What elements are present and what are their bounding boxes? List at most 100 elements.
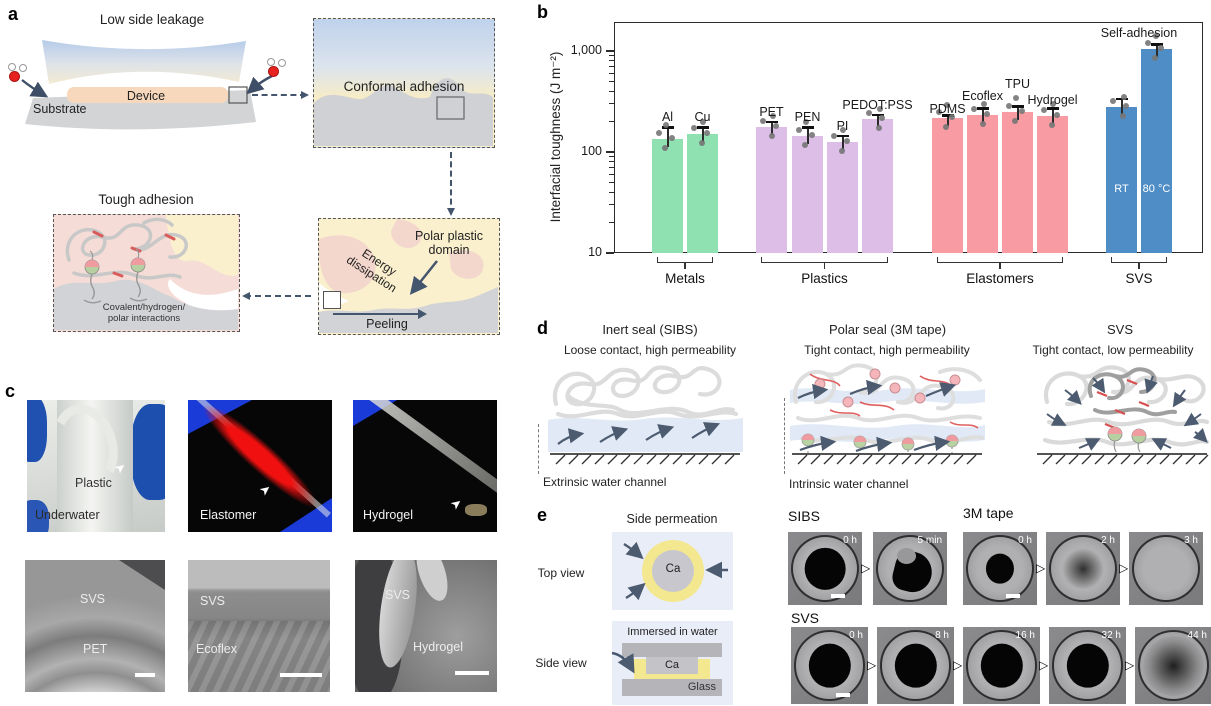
peeling-label: Peeling <box>366 317 408 331</box>
tough-adhesion-box: Covalent/hydrogen/ polar interactions <box>53 214 240 332</box>
sem-svs-ecoflex: SVS Ecoflex <box>188 560 330 692</box>
zoom-region-box <box>228 86 248 104</box>
photo-plastic-underwater: Plastic ➤ Underwater <box>27 400 165 532</box>
ca-spot <box>808 643 851 688</box>
glove-shape <box>27 400 47 462</box>
side-view-diagram: Immersed in water Ca Glass <box>611 621 733 705</box>
ca-frame: 0 h <box>791 627 868 704</box>
scale-bar <box>1005 594 1020 598</box>
time-label: 0 h <box>1018 535 1032 546</box>
sem-layer-label: SVS <box>80 592 106 606</box>
ca-frame: 2 h <box>1046 532 1120 605</box>
tough-adhesion-art <box>54 215 238 330</box>
time-label: 2 h <box>1101 535 1115 546</box>
time-label: 0 h <box>843 535 857 546</box>
calcium-disc-shape: Ca <box>652 550 694 592</box>
device-label: Device <box>126 89 166 103</box>
top-glass-shape <box>622 643 722 657</box>
channel-callout-line <box>538 424 539 474</box>
frame-advance-arrow-icon: ▷ <box>1119 560 1129 575</box>
polar-domain-label: Polar plastic domain <box>414 229 484 258</box>
tough-adhesion-title: Tough adhesion <box>98 192 194 207</box>
ca-frame: 5 min <box>873 532 947 605</box>
ca-frame: 16 h <box>963 627 1040 704</box>
immersed-label: Immersed in water <box>627 626 718 638</box>
polar-seal-diagram <box>790 363 985 465</box>
conformal-adhesion-box: Conformal adhesion <box>313 18 495 148</box>
ca-spot <box>804 547 846 590</box>
panel-b-letter: b <box>537 2 548 22</box>
time-label: 44 h <box>1187 630 1207 641</box>
water-entry-arrow <box>611 651 635 674</box>
svs-seal-diagram <box>1037 365 1210 465</box>
sem-svs-pet: SVS PET <box>25 560 165 692</box>
panel-a-title: Low side leakage <box>99 12 205 27</box>
plastic-label: Plastic <box>75 476 112 490</box>
time-label: 8 h <box>935 630 949 641</box>
ca-frame: 44 h <box>1135 627 1211 704</box>
ca-spot <box>894 643 937 688</box>
conformal-interface-art <box>314 78 493 146</box>
inert-seal-diagram <box>548 365 743 465</box>
peeling-box: Polar plastic domain Energy dissipation … <box>318 218 500 335</box>
side-permeation-title: Side permeation <box>626 512 718 526</box>
ca-spot <box>1062 548 1104 589</box>
glove-shape <box>131 404 165 500</box>
d-col3-title: SVS <box>1106 322 1133 337</box>
scale-bar <box>280 673 322 677</box>
permeation-arrows <box>623 541 728 601</box>
sem-layer-label: SVS <box>385 588 411 602</box>
d-col2-subtitle: Tight contact, high permeability <box>804 343 970 357</box>
photo-hydrogel: ➤ Hydrogel <box>353 400 497 532</box>
panel-a-letter: a <box>8 4 19 24</box>
top-view-diagram: Ca <box>612 532 733 610</box>
time-label: 3 h <box>1184 535 1198 546</box>
d-col1-title: Inert seal (SIBS) <box>602 322 698 337</box>
sem-layer-label: Hydrogel <box>413 640 464 654</box>
channel-callout-line <box>784 398 785 474</box>
water-ingress-arrow-left <box>21 79 49 98</box>
extrinsic-channel-label: Extrinsic water channel <box>543 475 667 489</box>
ca-label: Ca <box>665 563 681 575</box>
panel-e-letter: e <box>537 505 548 525</box>
intrinsic-channel-label: Intrinsic water channel <box>789 477 909 491</box>
water-ingress-arrow-right <box>246 74 273 95</box>
series-label-3Mtape: 3M tape <box>963 505 1014 521</box>
anchor-balloon-icon <box>1107 426 1147 453</box>
ca-spot-bite <box>896 548 916 565</box>
substrate-label: Substrate <box>33 102 87 116</box>
bottom-glass-shape: Glass <box>622 679 722 696</box>
time-label: 5 min <box>917 535 942 546</box>
underwater-label: Underwater <box>35 508 100 522</box>
encapsulant-shape <box>42 40 246 84</box>
polar-domain-arrow <box>409 260 438 295</box>
sem-svs-hydrogel: SVS Hydrogel <box>355 560 497 692</box>
top-view-label: Top view <box>537 566 585 580</box>
vial-shape <box>57 400 133 532</box>
panel-c-letter: c <box>5 381 16 401</box>
water-molecule-icon <box>8 63 30 83</box>
conformal-title: Conformal adhesion <box>343 79 465 94</box>
ca-spot <box>1066 643 1109 688</box>
ca-frame: 3 h <box>1129 532 1203 605</box>
hydrogel-label: Hydrogel <box>363 508 414 522</box>
sem-texture <box>188 620 330 692</box>
interactions-caption: Covalent/hydrogen/ polar interactions <box>102 302 186 324</box>
elastomer-label: Elastomer <box>200 508 257 522</box>
ca-spot <box>980 643 1023 688</box>
zoom-region-box <box>323 291 341 309</box>
peeling-arrow <box>333 308 427 319</box>
zoom-region-box <box>436 96 465 120</box>
series-label-SVS: SVS <box>791 610 820 626</box>
scale-bar <box>135 673 155 677</box>
dashed-arrow-to-conformal <box>252 90 309 99</box>
hydrogel-end-shape <box>465 504 487 516</box>
sem-layer-label: SVS <box>200 594 226 608</box>
glove-shape <box>27 500 49 532</box>
frame-advance-arrow-icon: ▷ <box>1036 560 1046 575</box>
d-col3-subtitle: Tight contact, low permeability <box>1032 343 1194 357</box>
extrinsic-water-layer <box>548 417 743 452</box>
anchor-balloon-icon <box>83 250 102 304</box>
photo-elastomer: ➤ Elastomer <box>188 400 332 532</box>
